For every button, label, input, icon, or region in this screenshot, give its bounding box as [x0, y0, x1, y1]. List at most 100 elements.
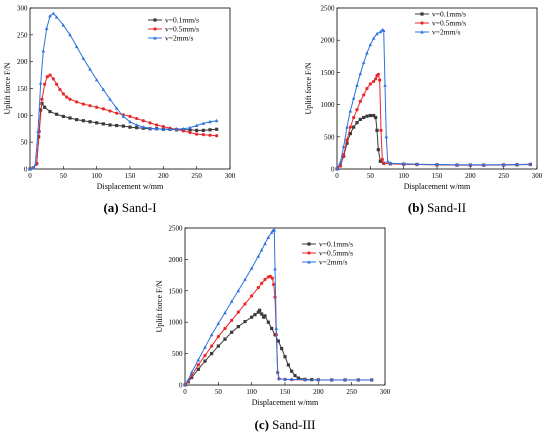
data-point	[81, 102, 85, 106]
data-point	[372, 79, 376, 84]
data-point	[61, 114, 65, 119]
data-point	[236, 288, 241, 293]
data-point	[188, 128, 192, 132]
data-point	[276, 339, 280, 343]
legend-swatch-marker	[420, 30, 424, 34]
data-point	[258, 308, 262, 312]
x-tick-label: 100	[91, 172, 102, 180]
data-point	[95, 105, 99, 109]
data-point	[55, 112, 59, 116]
data-point	[274, 326, 279, 330]
x-tick-label: 300	[532, 172, 543, 180]
x-tick-label: 250	[346, 388, 357, 396]
data-point	[121, 124, 125, 128]
data-point	[355, 121, 359, 125]
data-point	[371, 36, 376, 40]
data-point	[148, 121, 152, 125]
data-point	[266, 235, 271, 239]
data-point	[345, 141, 349, 145]
data-point	[358, 71, 363, 76]
data-point	[277, 376, 281, 381]
data-point	[55, 82, 59, 86]
data-point	[468, 162, 473, 167]
data-point	[243, 302, 247, 306]
data-point	[382, 161, 386, 165]
y-tick-label: 0	[24, 166, 28, 174]
data-point	[75, 118, 79, 122]
data-point	[128, 114, 132, 119]
data-point	[43, 105, 47, 109]
data-point	[216, 321, 221, 325]
chart-2: 0 50 100 150 200 250 300 0 500 1000 1500 2000 2500 Di…	[304, 5, 543, 216]
data-point	[415, 162, 419, 166]
data-point	[168, 127, 172, 131]
data-point	[210, 352, 214, 356]
data-point	[375, 128, 379, 132]
data-point	[186, 378, 191, 382]
data-point	[250, 315, 254, 319]
data-point	[362, 93, 366, 97]
data-point	[293, 373, 297, 378]
data-point	[74, 44, 79, 49]
legend-swatch-marker	[153, 36, 157, 40]
data-point	[189, 370, 194, 374]
data-point	[161, 127, 166, 131]
data-point	[28, 167, 32, 171]
data-point	[51, 77, 55, 81]
y-axis-label: Uplift force F/N	[3, 62, 12, 114]
y-axis-label: Uplift force F/N	[304, 62, 313, 114]
data-point	[88, 120, 92, 124]
data-point	[135, 126, 139, 130]
x-tick-label: 150	[432, 172, 443, 180]
legend-entry: v=0.5mm/s	[165, 25, 199, 34]
legend: v=0.1mm/sv=0.5mm/sv=2mm/s	[302, 240, 353, 267]
data-point	[216, 335, 220, 339]
data-point	[341, 144, 346, 148]
caption-text: Sand-III	[269, 417, 316, 432]
data-point	[289, 377, 294, 381]
y-axis-label: Uplift force F/N	[155, 280, 164, 332]
data-point	[515, 162, 519, 166]
data-point	[358, 99, 362, 103]
data-point	[259, 248, 264, 252]
data-point	[383, 83, 387, 87]
data-point	[355, 108, 359, 112]
data-point	[51, 11, 56, 15]
y-tick-label: 500	[324, 133, 335, 141]
data-point	[316, 377, 321, 382]
data-point	[369, 377, 374, 382]
x-axis-label: Displacement w/mm	[252, 398, 319, 407]
y-tick-label: 500	[172, 350, 183, 358]
data-point	[208, 133, 212, 137]
data-point	[379, 128, 383, 132]
data-point	[45, 75, 49, 79]
data-point	[361, 60, 366, 65]
data-point	[378, 159, 382, 163]
caption: (b) Sand-II	[408, 200, 466, 215]
y-tick-label: 300	[17, 5, 28, 13]
data-point	[263, 314, 267, 318]
caption: (a) Sand-I	[103, 200, 156, 215]
data-point	[296, 376, 300, 380]
caption-text: Sand-II	[424, 200, 466, 215]
data-point	[141, 119, 145, 123]
data-point	[128, 119, 132, 124]
data-point	[43, 82, 47, 86]
data-point	[303, 377, 307, 382]
legend-entry: v=2mm/s	[319, 258, 347, 267]
data-point	[115, 123, 119, 128]
data-point	[280, 346, 284, 351]
data-point	[263, 277, 267, 282]
data-point	[375, 31, 379, 36]
x-tick-label: 0	[183, 388, 187, 396]
data-point	[141, 125, 146, 129]
x-tick-label: 50	[60, 172, 68, 180]
x-tick-label: 50	[215, 388, 223, 396]
legend-entry: v=0.5mm/s	[319, 249, 353, 258]
data-point	[250, 294, 254, 298]
data-point	[114, 106, 119, 110]
y-tick-label: 1000	[169, 319, 184, 327]
data-point	[44, 26, 49, 30]
data-point	[208, 119, 212, 124]
